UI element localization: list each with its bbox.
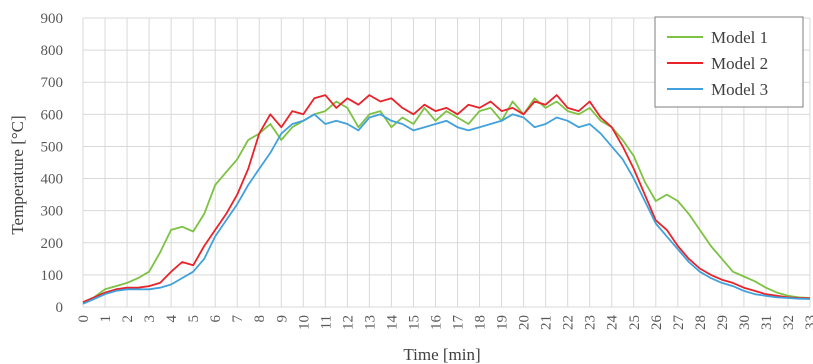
x-tick-label-25: 25 (627, 315, 643, 330)
x-tick-label-15: 15 (406, 315, 422, 330)
x-tick-label-0: 0 (76, 315, 92, 323)
x-tick-label-16: 16 (428, 315, 444, 331)
y-tick-label-8: 800 (41, 43, 64, 59)
series-line-3 (82, 113, 811, 305)
x-tick-label-19: 19 (495, 315, 511, 330)
y-tick-label-7: 700 (41, 75, 64, 91)
x-tick-label-32: 32 (781, 315, 797, 330)
x-tick-label-24: 24 (605, 315, 621, 331)
x-tick-label-29: 29 (715, 315, 731, 330)
legend-label-3: Model 3 (711, 80, 768, 99)
x-tick-label-26: 26 (649, 315, 665, 331)
y-tick-label-1: 100 (41, 268, 64, 284)
x-tick-label-2: 2 (120, 315, 136, 323)
x-tick-label-17: 17 (451, 315, 467, 331)
y-tick-label-0: 0 (56, 300, 64, 316)
x-tick-label-11: 11 (318, 315, 334, 329)
series-lines (82, 94, 811, 305)
y-tick-label-2: 200 (41, 236, 64, 252)
y-axis-tick-labels: 0 100 200 300 400 500 600 700 800 900 (41, 11, 64, 316)
legend: Model 1 Model 2 Model 3 (654, 16, 804, 108)
x-tick-label-9: 9 (274, 315, 290, 323)
x-tick-label-7: 7 (230, 315, 246, 323)
x-tick-label-6: 6 (208, 315, 224, 323)
x-tick-label-18: 18 (473, 315, 489, 330)
x-tick-label-12: 12 (340, 315, 356, 330)
y-tick-label-6: 600 (41, 107, 64, 123)
x-tick-label-13: 13 (362, 315, 378, 330)
y-tick-label-5: 500 (41, 139, 64, 155)
x-tick-label-14: 14 (384, 315, 400, 331)
x-tick-label-30: 30 (737, 315, 753, 330)
gridlines (82, 17, 811, 308)
x-tick-label-1: 1 (98, 315, 114, 323)
x-tick-label-28: 28 (693, 315, 709, 330)
x-tick-label-27: 27 (671, 315, 687, 331)
x-tick-label-21: 21 (539, 315, 555, 330)
x-tick-label-22: 22 (561, 315, 577, 330)
series-line-1 (82, 97, 811, 304)
x-tick-label-23: 23 (583, 315, 599, 330)
y-axis-title: Temperature [°C] (8, 115, 27, 234)
x-tick-label-5: 5 (186, 315, 202, 323)
x-tick-label-31: 31 (759, 315, 775, 330)
y-tick-label-4: 400 (41, 172, 64, 188)
legend-label-1: Model 1 (711, 28, 768, 47)
y-tick-label-9: 900 (41, 11, 64, 27)
legend-label-2: Model 2 (711, 54, 768, 73)
x-tick-label-8: 8 (252, 315, 268, 323)
x-tick-label-10: 10 (296, 315, 312, 330)
x-tick-label-3: 3 (142, 315, 158, 323)
x-tick-label-33: 33 (803, 315, 813, 330)
x-axis-tick-labels: 0 1 2 3 4 5 6 7 8 9 10 11 12 13 14 15 16 17 18 19 20 21 22 23 24… (76, 315, 813, 331)
x-tick-label-20: 20 (517, 315, 533, 330)
series-line-2 (82, 94, 811, 304)
x-tick-label-4: 4 (164, 315, 180, 323)
y-tick-label-3: 300 (41, 204, 64, 220)
x-axis-title: Time [min] (403, 345, 480, 364)
